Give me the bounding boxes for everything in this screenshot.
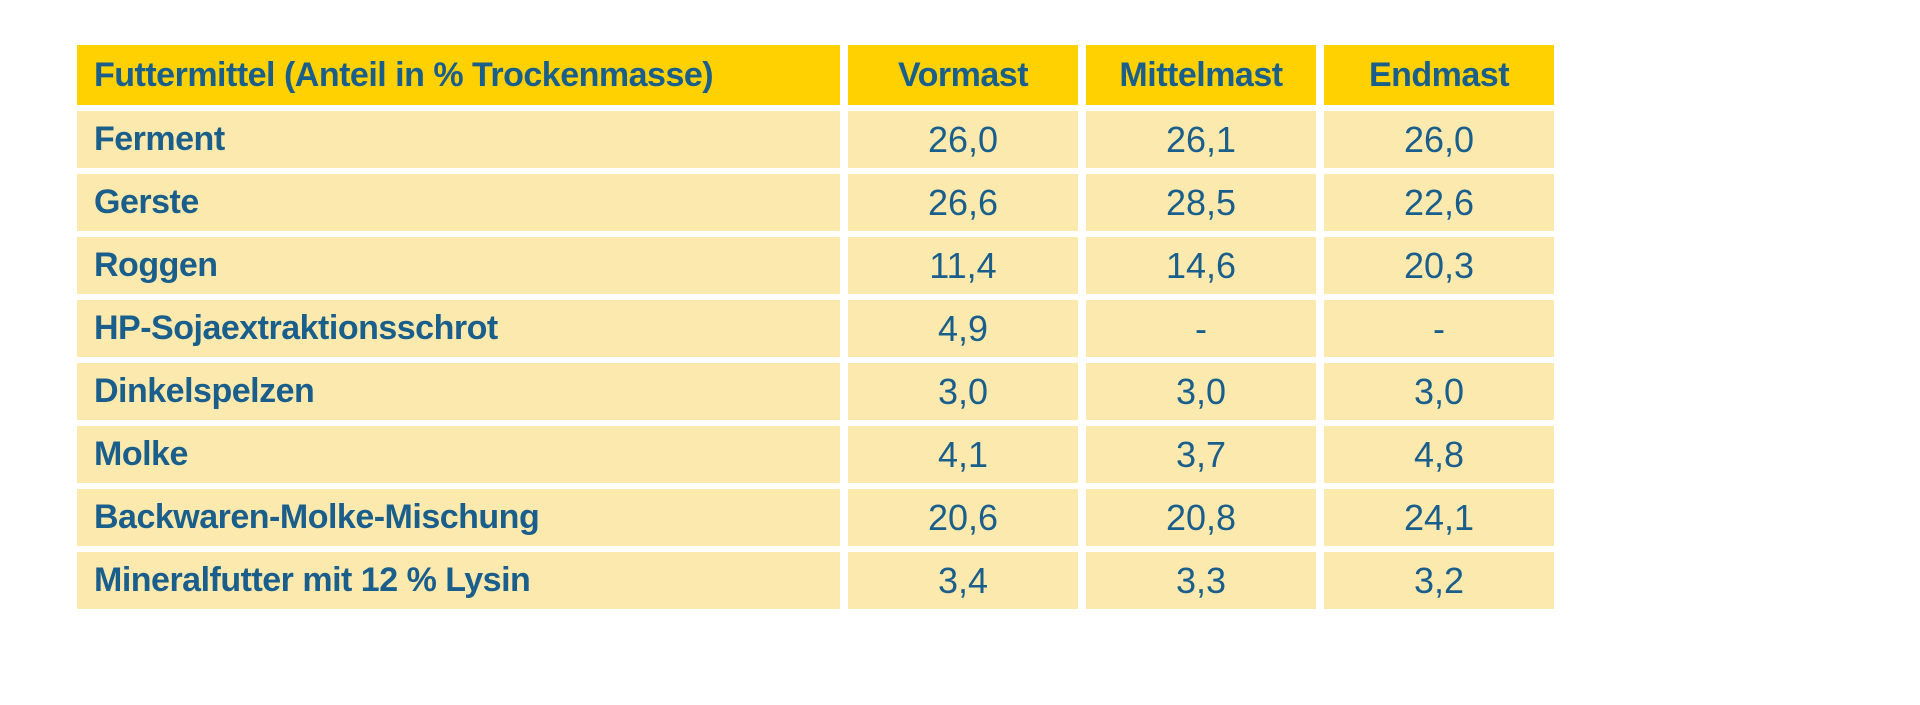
value-cell-vormast: 11,4 bbox=[848, 237, 1078, 294]
value-cell-vormast: 3,4 bbox=[848, 552, 1078, 609]
table-row-gerste: Gerste 26,6 28,5 22,6 bbox=[77, 174, 1554, 231]
value-cell-endmast: 22,6 bbox=[1324, 174, 1554, 231]
table-row-dinkelspelzen: Dinkelspelzen 3,0 3,0 3,0 bbox=[77, 363, 1554, 420]
table-row-roggen: Roggen 11,4 14,6 20,3 bbox=[77, 237, 1554, 294]
column-header-endmast: Endmast bbox=[1324, 45, 1554, 105]
row-label: Backwaren-Molke-Mischung bbox=[77, 489, 840, 546]
value-cell-vormast: 26,6 bbox=[848, 174, 1078, 231]
column-header-futtermittel: Futtermittel (Anteil in % Trockenmasse) bbox=[77, 45, 840, 105]
value-cell-mittelmast: 3,3 bbox=[1086, 552, 1316, 609]
row-label: HP-Sojaextraktionsschrot bbox=[77, 300, 840, 357]
row-label: Roggen bbox=[77, 237, 840, 294]
value-cell-mittelmast: 3,7 bbox=[1086, 426, 1316, 483]
value-cell-vormast: 3,0 bbox=[848, 363, 1078, 420]
column-header-vormast: Vormast bbox=[848, 45, 1078, 105]
value-cell-endmast: 3,2 bbox=[1324, 552, 1554, 609]
value-cell-endmast: - bbox=[1324, 300, 1554, 357]
table-row-backwaren-molke-mischung: Backwaren-Molke-Mischung 20,6 20,8 24,1 bbox=[77, 489, 1554, 546]
row-label: Ferment bbox=[77, 111, 840, 168]
value-cell-vormast: 20,6 bbox=[848, 489, 1078, 546]
row-label: Gerste bbox=[77, 174, 840, 231]
feed-ration-table: Futtermittel (Anteil in % Trockenmasse) … bbox=[77, 45, 1554, 609]
table-row-ferment: Ferment 26,0 26,1 26,0 bbox=[77, 111, 1554, 168]
value-cell-endmast: 4,8 bbox=[1324, 426, 1554, 483]
value-cell-mittelmast: 26,1 bbox=[1086, 111, 1316, 168]
value-cell-endmast: 26,0 bbox=[1324, 111, 1554, 168]
value-cell-endmast: 24,1 bbox=[1324, 489, 1554, 546]
table-row-molke: Molke 4,1 3,7 4,8 bbox=[77, 426, 1554, 483]
value-cell-endmast: 20,3 bbox=[1324, 237, 1554, 294]
value-cell-mittelmast: 14,6 bbox=[1086, 237, 1316, 294]
value-cell-mittelmast: 28,5 bbox=[1086, 174, 1316, 231]
value-cell-mittelmast: 20,8 bbox=[1086, 489, 1316, 546]
table-header-row: Futtermittel (Anteil in % Trockenmasse) … bbox=[77, 45, 1554, 105]
value-cell-endmast: 3,0 bbox=[1324, 363, 1554, 420]
table-row-hp-sojaextraktionsschrot: HP-Sojaextraktionsschrot 4,9 - - bbox=[77, 300, 1554, 357]
value-cell-mittelmast: - bbox=[1086, 300, 1316, 357]
row-label: Dinkelspelzen bbox=[77, 363, 840, 420]
row-label: Molke bbox=[77, 426, 840, 483]
table-row-mineralfutter: Mineralfutter mit 12 % Lysin 3,4 3,3 3,2 bbox=[77, 552, 1554, 609]
value-cell-vormast: 26,0 bbox=[848, 111, 1078, 168]
value-cell-vormast: 4,9 bbox=[848, 300, 1078, 357]
value-cell-mittelmast: 3,0 bbox=[1086, 363, 1316, 420]
value-cell-vormast: 4,1 bbox=[848, 426, 1078, 483]
column-header-mittelmast: Mittelmast bbox=[1086, 45, 1316, 105]
row-label: Mineralfutter mit 12 % Lysin bbox=[77, 552, 840, 609]
